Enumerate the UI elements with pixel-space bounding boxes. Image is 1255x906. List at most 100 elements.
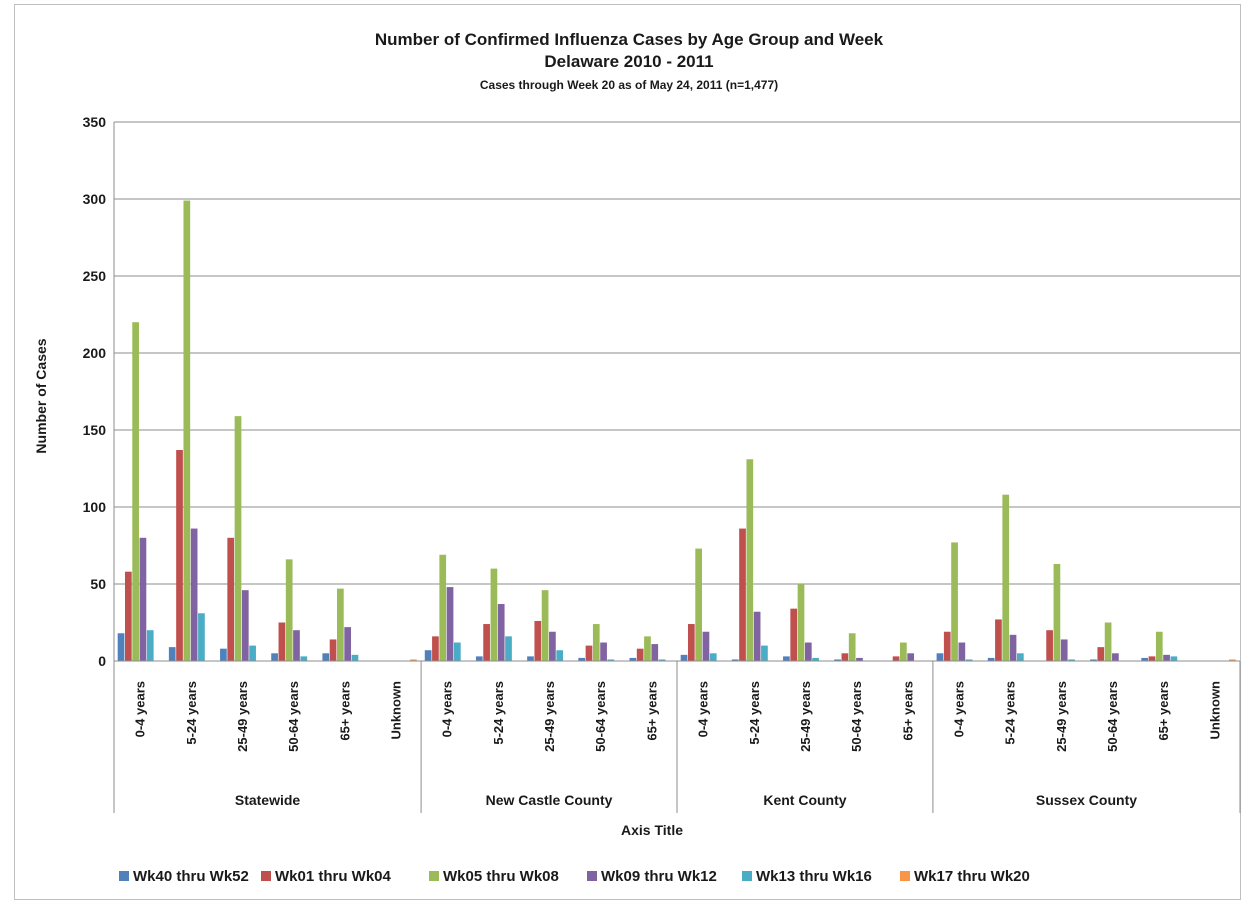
- bar-wk13-thru-wk16: [1068, 659, 1075, 661]
- bar-wk01-thru-wk04: [1097, 647, 1105, 661]
- bar-wk05-thru-wk08: [1002, 494, 1010, 661]
- bar-wk01-thru-wk04: [227, 537, 235, 661]
- y-tick-label: 300: [83, 191, 107, 207]
- bar-wk01-thru-wk04: [329, 639, 337, 661]
- category-label: Unknown: [1207, 681, 1222, 740]
- bar-wk40-thru-wk52: [936, 653, 944, 661]
- category-label: 25-49 years: [1054, 681, 1069, 752]
- bar-wk05-thru-wk08: [746, 459, 754, 661]
- bar-wk01-thru-wk04: [534, 620, 542, 661]
- bar-wk40-thru-wk52: [834, 659, 841, 661]
- bar-wk40-thru-wk52: [731, 659, 739, 661]
- bar-wk40-thru-wk52: [987, 657, 995, 661]
- category-label: 50-64 years: [593, 681, 608, 752]
- bar-wk40-thru-wk52: [424, 650, 432, 661]
- bar-wk05-thru-wk08: [592, 624, 600, 661]
- bar-wk09-thru-wk12: [702, 631, 710, 661]
- category-label: 65+ years: [1156, 681, 1171, 741]
- bar-wk05-thru-wk08: [541, 590, 549, 661]
- bar-wk09-thru-wk12: [293, 630, 300, 661]
- bar-wk01-thru-wk04: [124, 571, 132, 661]
- bar-wk40-thru-wk52: [629, 657, 637, 661]
- bar-wk13-thru-wk16: [198, 613, 205, 661]
- category-label: 25-49 years: [235, 681, 250, 752]
- category-label: 5-24 years: [1003, 681, 1018, 745]
- legend-label: Wk17 thru Wk20: [914, 868, 1030, 885]
- legend-label: Wk13 thru Wk16: [756, 868, 872, 885]
- bar-wk13-thru-wk16: [607, 659, 615, 661]
- bar-wk17-thru-wk20: [1229, 659, 1236, 661]
- bar-wk05-thru-wk08: [797, 584, 805, 661]
- bar-wk13-thru-wk16: [249, 645, 256, 661]
- bar-wk05-thru-wk08: [1104, 622, 1112, 661]
- bar-wk01-thru-wk04: [739, 528, 746, 661]
- bar-wk05-thru-wk08: [900, 642, 907, 661]
- bar-wk09-thru-wk12: [856, 657, 863, 661]
- bar-wk01-thru-wk04: [176, 450, 183, 661]
- bar-wk13-thru-wk16: [965, 659, 973, 661]
- bar-wk01-thru-wk04: [841, 653, 849, 661]
- y-tick-label: 250: [83, 268, 107, 284]
- bar-wk05-thru-wk08: [695, 548, 702, 661]
- bar-wk13-thru-wk16: [1170, 656, 1178, 661]
- category-label: 65+ years: [900, 681, 915, 741]
- category-label: 65+ years: [337, 681, 352, 741]
- bar-wk01-thru-wk04: [1148, 656, 1156, 661]
- bar-wk13-thru-wk16: [658, 659, 666, 661]
- bar-wk40-thru-wk52: [168, 647, 176, 661]
- bar-wk09-thru-wk12: [651, 644, 659, 661]
- chart-subtitle: Cases through Week 20 as of May 24, 2011…: [480, 78, 778, 92]
- bar-wk05-thru-wk08: [285, 559, 293, 661]
- legend-swatch: [587, 871, 597, 881]
- influenza-bar-chart: Number of Confirmed Influenza Cases by A…: [33, 30, 1241, 885]
- legend-label: Wk09 thru Wk12: [601, 868, 717, 885]
- category-label: Unknown: [389, 681, 404, 740]
- bar-wk05-thru-wk08: [439, 554, 447, 661]
- bar-wk09-thru-wk12: [1009, 634, 1017, 661]
- bar-wk13-thru-wk16: [709, 653, 717, 661]
- y-tick-label: 150: [83, 422, 107, 438]
- y-tick-label: 200: [83, 345, 107, 361]
- chart-title-line2: Delaware 2010 - 2011: [544, 52, 713, 71]
- category-label: 25-49 years: [542, 681, 557, 752]
- group-label: Statewide: [235, 792, 301, 808]
- legend-label: Wk05 thru Wk08: [443, 868, 559, 885]
- bar-wk05-thru-wk08: [1053, 563, 1061, 661]
- bar-wk09-thru-wk12: [1112, 653, 1119, 661]
- category-label: 0-4 years: [696, 681, 711, 737]
- bar-wk09-thru-wk12: [804, 642, 812, 661]
- bar-wk01-thru-wk04: [892, 656, 900, 661]
- bar-wk13-thru-wk16: [300, 656, 308, 661]
- group-label: Sussex County: [1036, 792, 1137, 808]
- bar-wk40-thru-wk52: [271, 653, 278, 661]
- bar-wk09-thru-wk12: [190, 528, 198, 661]
- bar-wk09-thru-wk12: [241, 590, 249, 661]
- bar-wk05-thru-wk08: [848, 633, 856, 661]
- group-label: New Castle County: [486, 792, 613, 808]
- bar-wk01-thru-wk04: [790, 608, 798, 661]
- bar-wk40-thru-wk52: [783, 656, 790, 661]
- category-label: 5-24 years: [747, 681, 762, 745]
- bar-wk13-thru-wk16: [505, 636, 512, 661]
- bar-wk09-thru-wk12: [958, 642, 966, 661]
- bar-wk09-thru-wk12: [907, 653, 915, 661]
- category-label: 25-49 years: [798, 681, 813, 752]
- y-tick-label: 50: [90, 576, 106, 592]
- bar-wk09-thru-wk12: [600, 642, 607, 661]
- bar-wk05-thru-wk08: [132, 322, 139, 661]
- bar-wk05-thru-wk08: [1155, 631, 1163, 661]
- bar-wk09-thru-wk12: [753, 611, 761, 661]
- bar-wk40-thru-wk52: [680, 654, 688, 661]
- bar-wk01-thru-wk04: [687, 624, 695, 661]
- bar-wk13-thru-wk16: [146, 630, 154, 661]
- legend-label: Wk01 thru Wk04: [275, 868, 392, 885]
- bar-wk09-thru-wk12: [549, 631, 556, 661]
- bar-wk01-thru-wk04: [483, 624, 490, 661]
- bar-wk13-thru-wk16: [351, 654, 359, 661]
- category-label: 50-64 years: [849, 681, 864, 752]
- legend-label: Wk40 thru Wk52: [133, 868, 249, 885]
- bar-wk40-thru-wk52: [220, 648, 227, 661]
- bar-wk40-thru-wk52: [322, 653, 330, 661]
- bar-wk01-thru-wk04: [1046, 630, 1053, 661]
- bar-wk13-thru-wk16: [812, 657, 819, 661]
